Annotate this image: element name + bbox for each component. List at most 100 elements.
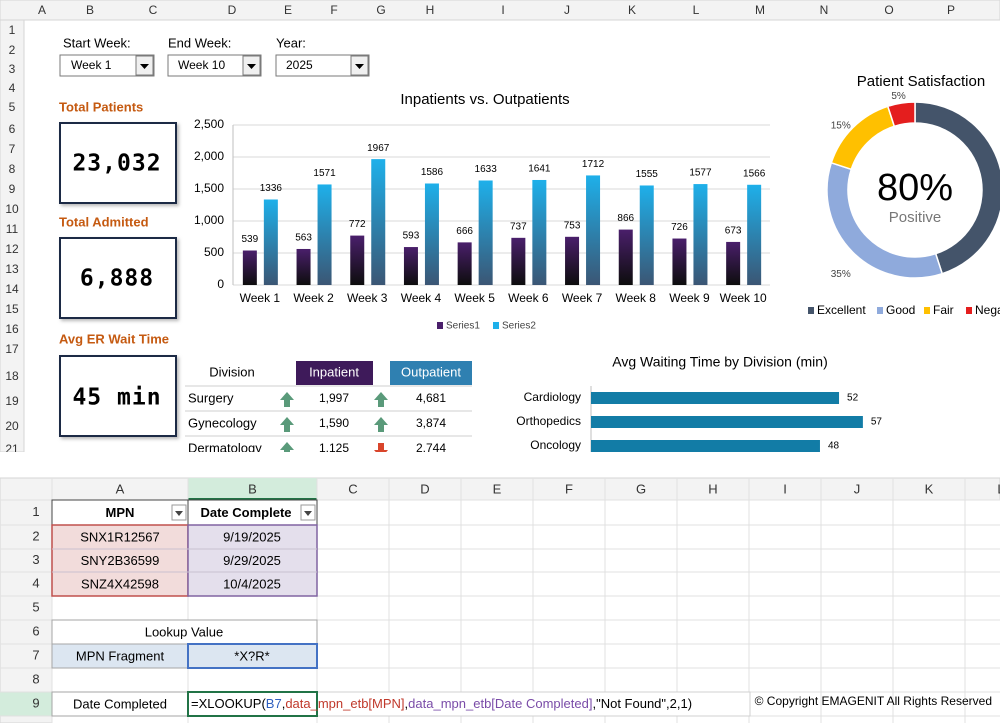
- row-header: 7: [32, 647, 39, 662]
- row-header: 1: [32, 504, 39, 519]
- column-header: J: [854, 481, 861, 496]
- chart-title: Patient Satisfaction: [857, 73, 985, 90]
- data-label: 52: [847, 393, 859, 404]
- center-label: Positive: [889, 209, 942, 226]
- outpatient-value: 3,874: [416, 416, 446, 430]
- result-label: Date Completed: [73, 696, 167, 711]
- row-header: 3: [9, 62, 16, 76]
- column-header: G: [376, 3, 385, 17]
- row-header: 2: [32, 528, 39, 543]
- table-cell: 9/19/2025: [223, 529, 281, 544]
- filter-label: Year:: [276, 35, 306, 50]
- data-label: 737: [510, 221, 527, 232]
- legend-swatch: [877, 307, 883, 314]
- active-row-header: [0, 692, 52, 716]
- kpi-label: Total Patients: [59, 99, 143, 114]
- bar: [640, 185, 654, 285]
- row-header: 8: [32, 671, 39, 686]
- filter-label: Start Week:: [63, 35, 131, 50]
- bar: [591, 392, 839, 404]
- kpi-value: 23,032: [72, 151, 161, 177]
- column-header: M: [755, 3, 765, 17]
- table-cell: SNX1R12567: [80, 529, 160, 544]
- row-header: 12: [5, 242, 19, 256]
- row-header: 8: [9, 162, 16, 176]
- data-label: 1555: [636, 169, 659, 180]
- kpi-label: Total Admitted: [59, 214, 149, 229]
- formula-part: B7: [266, 696, 282, 711]
- table-header: Date Complete: [200, 505, 291, 520]
- row-header: 6: [9, 122, 16, 136]
- column-header: K: [925, 481, 934, 496]
- data-label: 1566: [743, 168, 766, 179]
- bar: [619, 230, 633, 285]
- table-cell: SNY2B36599: [81, 553, 160, 568]
- chart-title: Avg Waiting Time by Division (min): [612, 354, 828, 370]
- row-header: 18: [5, 369, 19, 383]
- x-tick-label: Week 10: [720, 291, 767, 305]
- y-tick-label: 1,500: [194, 181, 224, 195]
- data-label: 1712: [582, 159, 605, 170]
- bar: [318, 184, 332, 285]
- column-header: A: [116, 481, 125, 496]
- column-header: F: [565, 481, 573, 496]
- data-label: 753: [564, 220, 581, 231]
- bar: [404, 247, 418, 285]
- row-header-bar: [0, 500, 52, 723]
- data-label: 666: [456, 226, 473, 237]
- row-header: 17: [5, 342, 19, 356]
- bar: [479, 180, 493, 285]
- y-tick-label: 0: [217, 277, 224, 291]
- row-header: 7: [9, 142, 16, 156]
- kpi-label: Avg ER Wait Time: [59, 331, 169, 346]
- lookup-label: MPN Fragment: [76, 648, 165, 663]
- x-tick-label: Week 2: [293, 291, 334, 305]
- division-name: Dermatology: [188, 440, 262, 455]
- column-header: F: [330, 3, 337, 17]
- x-tick-label: Week 7: [562, 291, 603, 305]
- table-header: Division: [209, 364, 255, 379]
- column-header: K: [628, 3, 636, 17]
- inpatient-value: 1,125: [319, 441, 349, 455]
- row-header: 20: [5, 419, 19, 433]
- bottom-sheet: ABCDEFGHIJKL123456789MPNDate CompleteSNX…: [0, 478, 1000, 723]
- column-header: D: [228, 3, 237, 17]
- y-tick-label: 2,000: [194, 149, 224, 163]
- legend-label: Series2: [502, 321, 536, 332]
- x-tick-label: Week 9: [669, 291, 710, 305]
- column-header: D: [420, 481, 429, 496]
- y-tick-label: 500: [204, 245, 224, 259]
- legend-swatch: [808, 307, 814, 314]
- row-header: 4: [32, 575, 39, 590]
- y-tick-label: 1,000: [194, 213, 224, 227]
- legend-swatch: [924, 307, 930, 314]
- bar: [350, 236, 364, 285]
- kpi-value: 45 min: [72, 385, 161, 411]
- data-label: 5%: [891, 91, 906, 102]
- column-header: E: [284, 3, 292, 17]
- outpatient-value: 2,744: [416, 441, 446, 455]
- bar: [243, 251, 257, 285]
- column-header: P: [947, 3, 955, 17]
- legend-swatch: [966, 307, 972, 314]
- bar: [532, 180, 546, 285]
- table-cell: 9/29/2025: [223, 553, 281, 568]
- bar: [672, 239, 686, 285]
- table-cell: 10/4/2025: [223, 576, 281, 591]
- column-header: O: [884, 3, 893, 17]
- filter-value: Week 10: [178, 58, 225, 72]
- data-label: 35%: [831, 269, 851, 280]
- formula-part: data_mpn_etb[MPN]: [285, 696, 404, 711]
- copyright: © Copyright EMAGENIT All Rights Reserved: [755, 694, 992, 708]
- data-label: 1633: [475, 164, 498, 175]
- row-header: 2: [9, 43, 16, 57]
- legend-swatch: [493, 322, 499, 329]
- column-header: C: [149, 3, 158, 17]
- bar: [591, 440, 820, 452]
- row-header: 4: [9, 81, 16, 95]
- legend-label: Series1: [446, 321, 480, 332]
- data-label: 1586: [421, 167, 444, 178]
- bar: [747, 185, 761, 285]
- data-label: 48: [828, 441, 840, 452]
- formula-part: =XLOOKUP(: [191, 696, 266, 711]
